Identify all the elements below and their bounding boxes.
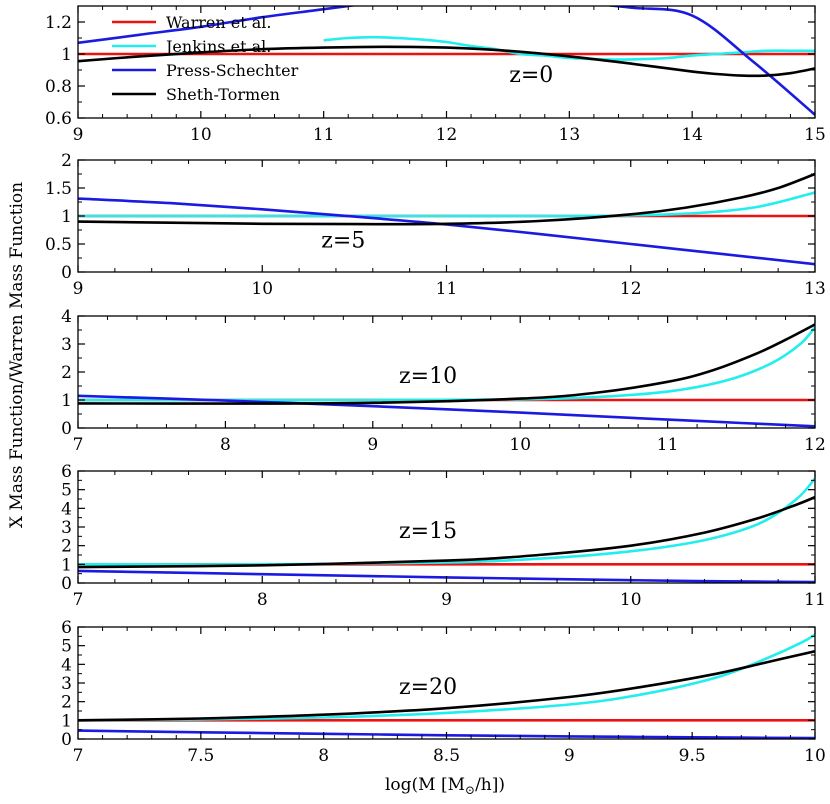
panel-4-ytick-label: 4 xyxy=(61,499,72,519)
panel-1-ytick-label: 0.6 xyxy=(45,109,72,129)
panel-5-xtick-label: 9 xyxy=(564,746,575,766)
panel-3-ytick-label: 0 xyxy=(61,419,72,439)
panel-4-ytick-label: 2 xyxy=(61,537,72,557)
legend-label-warren-et-al: Warren et al. xyxy=(166,13,271,32)
panel-4-xtick-label: 10 xyxy=(620,590,642,610)
panel-3-ytick-label: 4 xyxy=(61,307,72,327)
panel-3-xtick-label: 12 xyxy=(804,435,826,455)
panel-5-xtick-label: 10 xyxy=(804,746,826,766)
panel-1-ytick-label: 1.2 xyxy=(45,13,72,33)
panel-1-line-press-schechter xyxy=(78,6,815,116)
x-axis-label-main: log(M [M xyxy=(385,775,465,795)
x-axis-label-sub: ⊙ xyxy=(465,783,475,797)
panel-5-xtick-label: 8 xyxy=(318,746,329,766)
panel-5-line-jenkins-et-al xyxy=(78,633,815,722)
panel-5-redshift-label: z=20 xyxy=(399,675,457,700)
legend-label-sheth-tormen: Sheth-Tormen xyxy=(166,85,280,104)
panel-4-xtick-label: 8 xyxy=(257,590,268,610)
panel-4-xtick-label: 11 xyxy=(804,590,826,610)
panel-3-xtick-label: 7 xyxy=(73,435,84,455)
panel-1-xtick-label: 12 xyxy=(436,125,458,145)
panel-2-line-sheth-tormen xyxy=(78,172,815,226)
panel-1-series xyxy=(78,6,815,116)
panel-4-ytick-label: 6 xyxy=(61,462,72,482)
panel-3-line-sheth-tormen xyxy=(78,323,815,405)
panel-1-line-jenkins-et-al xyxy=(323,35,815,61)
x-axis-label-tail: /h]) xyxy=(475,775,505,795)
legend-label-jenkins-et-al: Jenkins et al. xyxy=(164,37,271,56)
panel-4-xtick-label: 7 xyxy=(73,590,84,610)
panel-2-line-press-schechter xyxy=(78,197,815,266)
panel-5-ytick-label: 0 xyxy=(61,730,72,750)
panel-3-xtick-label: 10 xyxy=(509,435,531,455)
panel-3-line-press-schechter xyxy=(78,394,815,428)
panel-4-line-sheth-tormen xyxy=(78,495,815,569)
panel-1-xtick-label: 10 xyxy=(190,125,212,145)
panel-4-ytick-label: 5 xyxy=(61,481,72,501)
panel-5-ytick-label: 1 xyxy=(61,711,72,731)
x-axis-label: log(M [M⊙/h]) xyxy=(385,775,505,797)
panel-1-line-sheth-tormen xyxy=(78,45,815,78)
panel-2-xtick-label: 9 xyxy=(73,279,84,299)
panel-2-ytick-label: 1.5 xyxy=(45,179,72,199)
panel-5-ytick-label: 4 xyxy=(61,655,72,675)
panel-4-line-press-schechter xyxy=(78,569,815,583)
panels: 9 10 11 12 13 14 150.60.811.2z=09 10 11 12 1300.51… xyxy=(45,5,826,766)
panel-5-xtick-label: 8.5 xyxy=(433,746,460,766)
panel-5-xtick-label: 7 xyxy=(73,746,84,766)
legend: Warren et al. Jenkins et al. Press-Schecht… xyxy=(112,13,299,104)
panel-2-line-jenkins-et-al xyxy=(78,191,815,218)
panel-1-ytick-label: 0.8 xyxy=(45,77,72,97)
panel-1-redshift-label: z=0 xyxy=(509,63,553,88)
panel-5-ytick-label: 6 xyxy=(61,618,72,638)
panel-2-redshift-label: z=5 xyxy=(321,228,365,253)
panel-2-xtick-label: 10 xyxy=(251,279,273,299)
panel-5-ytick-label: 2 xyxy=(61,693,72,713)
panel-1-ytick-label: 1 xyxy=(61,45,72,65)
panel-5-xtick-label: 9.5 xyxy=(679,746,706,766)
panel-1-xtick-label: 15 xyxy=(804,125,826,145)
panel-2-ytick-label: 0 xyxy=(61,263,72,283)
panel-4-ytick-label: 3 xyxy=(61,518,72,538)
panel-2-xtick-label: 12 xyxy=(620,279,642,299)
panel-4-ytick-label: 1 xyxy=(61,555,72,575)
panel-2-ytick-label: 0.5 xyxy=(45,235,72,255)
panel-1-xtick-label: 14 xyxy=(681,125,703,145)
legend-label-press-schechter: Press-Schechter xyxy=(166,61,299,80)
panel-3-line-jenkins-et-al xyxy=(78,326,815,402)
panel-2-xtick-label: 13 xyxy=(804,279,826,299)
panel-4-redshift-label: z=15 xyxy=(399,519,457,544)
panel-4-xtick-label: 9 xyxy=(441,590,452,610)
panel-2-xtick-label: 11 xyxy=(436,279,458,299)
panel-3-ytick-label: 2 xyxy=(61,363,72,383)
panel-5-xtick-label: 7.5 xyxy=(187,746,214,766)
panel-3-xtick-label: 9 xyxy=(367,435,378,455)
panel-5-ytick-label: 5 xyxy=(61,637,72,657)
panel-3-ytick-label: 1 xyxy=(61,391,72,411)
panel-1-xtick-label: 13 xyxy=(559,125,581,145)
panel-5-line-sheth-tormen xyxy=(78,650,815,722)
panel-2-series xyxy=(78,172,815,266)
panel-2-ytick-label: 1 xyxy=(61,207,72,227)
panel-1: 9 10 11 12 13 14 15 0.6 0.8 1 1.2 z=0 xyxy=(45,5,826,145)
panel-3-xtick-label: 11 xyxy=(657,435,679,455)
panel-2: 9 10 11 12 13 0 0.5 1 1.5 2 z=5 xyxy=(45,151,826,299)
panel-4-ytick-label: 0 xyxy=(61,574,72,594)
panel-3-series xyxy=(78,323,815,428)
panel-1-xtick-label: 9 xyxy=(73,125,84,145)
panel-3-redshift-label: z=10 xyxy=(399,364,457,389)
panel-1-xtick-label: 11 xyxy=(313,125,335,145)
panel-4-series xyxy=(78,477,815,583)
panel-3-ytick-label: 3 xyxy=(61,335,72,355)
y-axis-label: X Mass Function/Warren Mass Function xyxy=(7,182,27,528)
panel-5-ytick-label: 3 xyxy=(61,674,72,694)
panel-2-ytick-label: 2 xyxy=(61,151,72,171)
panel-3-xtick-label: 8 xyxy=(220,435,231,455)
